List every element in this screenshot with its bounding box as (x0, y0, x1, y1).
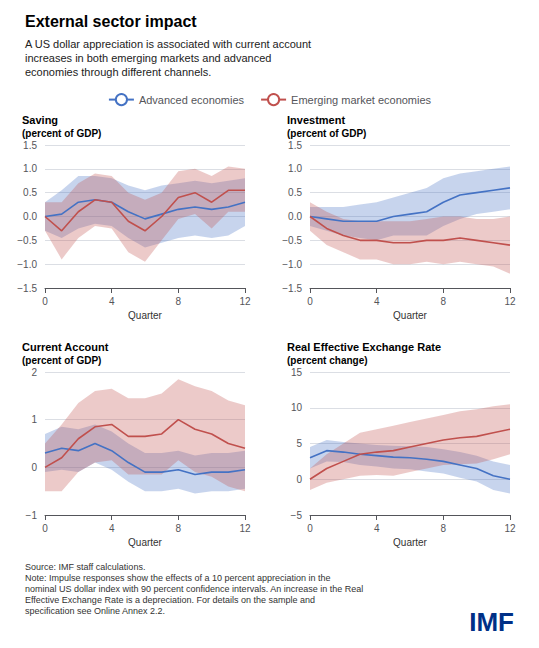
svg-text:8: 8 (441, 296, 447, 307)
svg-text:Advanced economies: Advanced economies (139, 94, 245, 106)
svg-text:10: 10 (291, 402, 303, 413)
svg-text:12: 12 (239, 296, 251, 307)
svg-text:0.0: 0.0 (288, 211, 302, 222)
svg-text:1.0: 1.0 (23, 163, 37, 174)
svg-text:2: 2 (31, 367, 37, 378)
svg-text:0: 0 (307, 296, 313, 307)
svg-text:4: 4 (374, 296, 380, 307)
svg-text:12: 12 (504, 523, 516, 534)
svg-text:Quarter: Quarter (393, 310, 428, 321)
svg-text:(percent change): (percent change) (287, 355, 368, 366)
svg-text:IMF: IMF (469, 607, 514, 637)
svg-text:−5: −5 (291, 510, 303, 521)
svg-text:specification see Online Annex: specification see Online Annex 2.2. (25, 606, 165, 616)
svg-text:(percent of GDP): (percent of GDP) (22, 128, 101, 139)
svg-text:−1.0: −1.0 (282, 259, 302, 270)
svg-text:Effective Exchange Rate is a d: Effective Exchange Rate is a depreciatio… (25, 595, 315, 605)
svg-text:External sector impact: External sector impact (25, 13, 197, 30)
svg-text:0: 0 (307, 523, 313, 534)
svg-text:8: 8 (176, 296, 182, 307)
svg-text:4: 4 (109, 296, 115, 307)
svg-text:0: 0 (31, 462, 37, 473)
svg-text:economies through different ch: economies through different channels. (25, 66, 211, 78)
svg-text:0.5: 0.5 (288, 187, 302, 198)
svg-text:0.5: 0.5 (23, 187, 37, 198)
svg-text:−0.5: −0.5 (282, 235, 302, 246)
svg-text:5: 5 (296, 438, 302, 449)
svg-text:12: 12 (504, 296, 516, 307)
svg-text:−1: −1 (26, 510, 38, 521)
svg-text:4: 4 (374, 523, 380, 534)
svg-text:Quarter: Quarter (128, 310, 163, 321)
svg-text:15: 15 (291, 367, 303, 378)
svg-text:8: 8 (176, 523, 182, 534)
svg-text:Quarter: Quarter (393, 537, 428, 548)
svg-text:−1.5: −1.5 (282, 283, 302, 294)
svg-text:8: 8 (441, 523, 447, 534)
svg-text:Note: Impulse responses show t: Note: Impulse responses show the effects… (25, 573, 331, 583)
svg-text:Real Effective Exchange Rate: Real Effective Exchange Rate (287, 341, 441, 353)
svg-text:A US dollar appreciation is as: A US dollar appreciation is associated w… (25, 38, 311, 50)
svg-text:Investment: Investment (287, 114, 345, 126)
svg-text:Saving: Saving (22, 114, 58, 126)
svg-text:Emerging market economies: Emerging market economies (291, 94, 432, 106)
svg-text:0.0: 0.0 (23, 211, 37, 222)
svg-text:1.0: 1.0 (288, 163, 302, 174)
svg-text:Current Account: Current Account (22, 341, 109, 353)
svg-text:0: 0 (42, 523, 48, 534)
svg-text:Source: IMF staff calculations: Source: IMF staff calculations. (25, 562, 145, 572)
svg-text:−1.5: −1.5 (17, 283, 37, 294)
svg-text:4: 4 (109, 523, 115, 534)
svg-text:(percent of GDP): (percent of GDP) (22, 355, 101, 366)
svg-text:nominal US dollar index with 9: nominal US dollar index with 90 percent … (25, 584, 363, 594)
svg-text:−0.5: −0.5 (17, 235, 37, 246)
svg-text:1: 1 (31, 414, 37, 425)
svg-text:1.5: 1.5 (288, 140, 302, 151)
svg-text:1.5: 1.5 (23, 140, 37, 151)
svg-text:0: 0 (42, 296, 48, 307)
svg-text:−1.0: −1.0 (17, 259, 37, 270)
svg-text:0: 0 (296, 474, 302, 485)
svg-text:Quarter: Quarter (128, 537, 163, 548)
svg-text:12: 12 (239, 523, 251, 534)
svg-text:(percent of GDP): (percent of GDP) (287, 128, 366, 139)
svg-text:increases in both emerging mar: increases in both emerging markets and a… (25, 52, 271, 64)
